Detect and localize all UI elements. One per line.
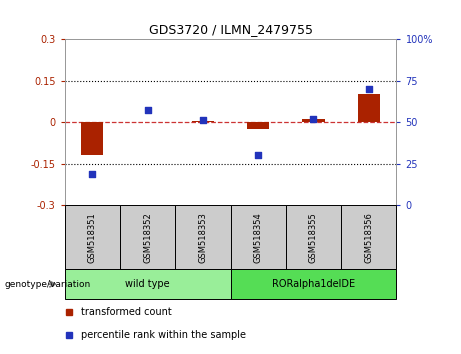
Text: RORalpha1delDE: RORalpha1delDE — [272, 279, 355, 289]
Title: GDS3720 / ILMN_2479755: GDS3720 / ILMN_2479755 — [148, 23, 313, 36]
Bar — [302, 119, 325, 122]
Text: genotype/variation: genotype/variation — [5, 280, 91, 289]
Bar — [230, 205, 286, 269]
Text: GSM518352: GSM518352 — [143, 212, 152, 263]
Bar — [286, 205, 341, 269]
Text: GSM518354: GSM518354 — [254, 212, 263, 263]
Text: GSM518356: GSM518356 — [364, 212, 373, 263]
Point — [365, 86, 372, 92]
Bar — [247, 122, 269, 129]
Point — [144, 108, 151, 113]
Bar — [65, 205, 120, 269]
Text: GSM518353: GSM518353 — [198, 212, 207, 263]
Text: percentile rank within the sample: percentile rank within the sample — [81, 330, 246, 339]
Bar — [341, 205, 396, 269]
Bar — [81, 122, 103, 155]
Bar — [65, 269, 230, 299]
Bar — [192, 121, 214, 122]
Point — [89, 171, 96, 177]
Text: GSM518351: GSM518351 — [88, 212, 97, 263]
Bar — [230, 269, 396, 299]
Point — [199, 118, 207, 123]
Point — [254, 153, 262, 158]
Text: GSM518355: GSM518355 — [309, 212, 318, 263]
Bar — [120, 205, 175, 269]
Text: wild type: wild type — [125, 279, 170, 289]
Point — [310, 116, 317, 122]
Text: transformed count: transformed count — [81, 307, 171, 316]
Bar — [358, 95, 380, 122]
Bar — [175, 205, 230, 269]
